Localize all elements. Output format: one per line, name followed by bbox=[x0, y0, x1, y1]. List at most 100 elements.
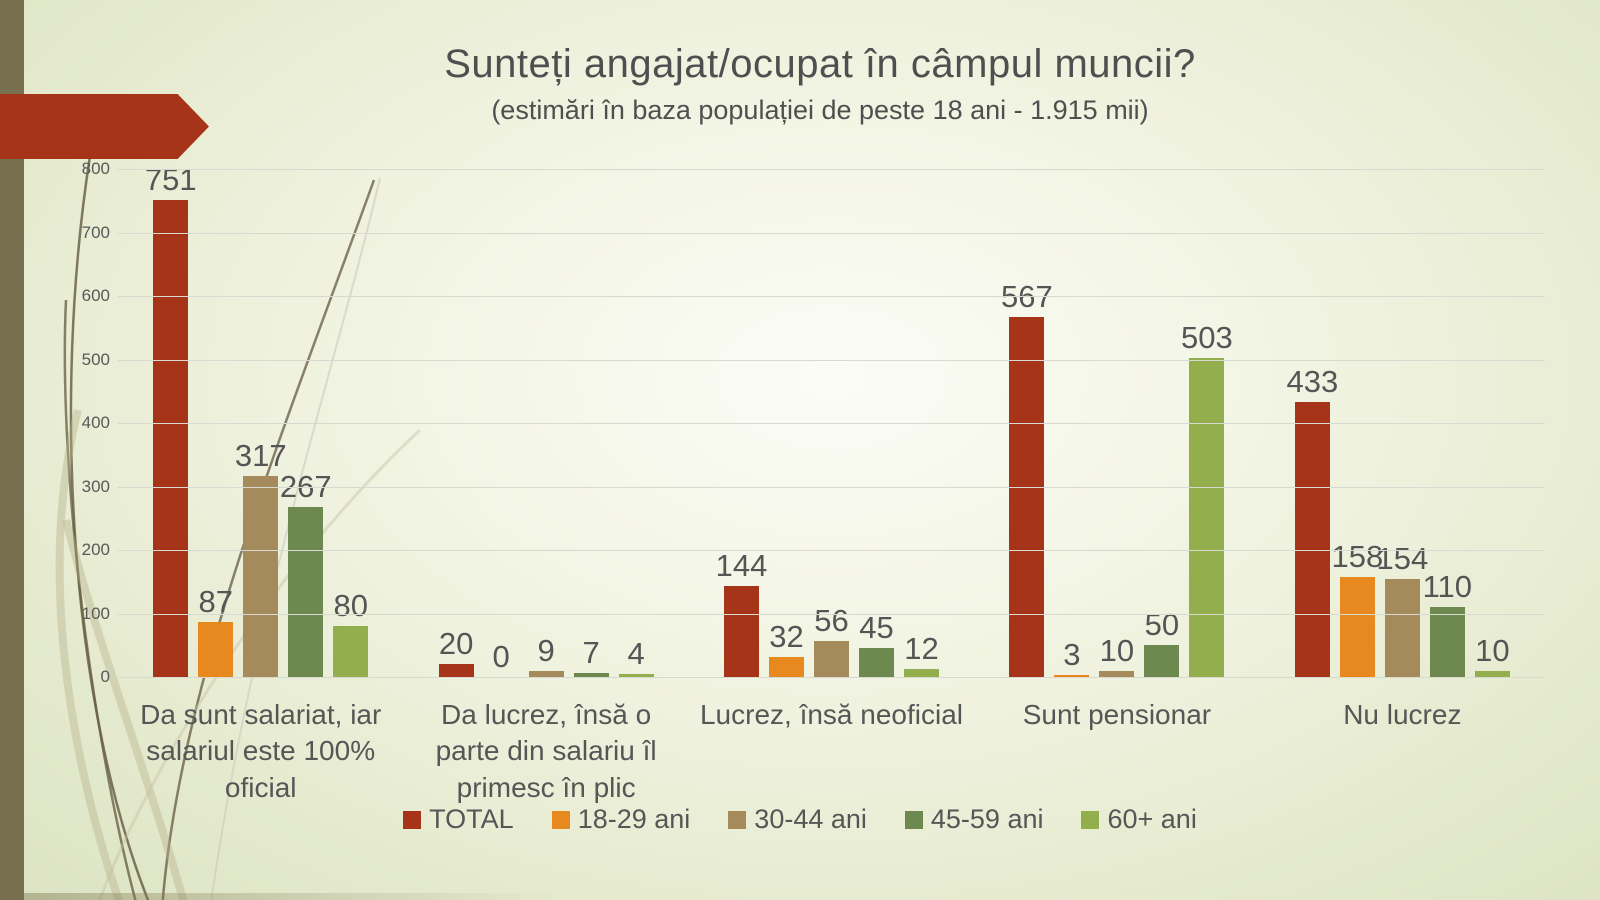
bar-value-label: 3 bbox=[1063, 637, 1081, 672]
bar-value-label: 317 bbox=[234, 438, 287, 473]
bar-slot: 751 bbox=[145, 164, 197, 677]
bar-value-label: 20 bbox=[438, 626, 474, 661]
y-axis-tick-label: 600 bbox=[81, 286, 110, 305]
bar-value-label: 9 bbox=[537, 633, 555, 668]
bar-value-label: 87 bbox=[198, 584, 233, 619]
bar-group: 20 0 9 7 4 bbox=[403, 169, 688, 677]
legend-label: 18-29 ani bbox=[577, 804, 691, 834]
bar-slot: 567 bbox=[1001, 281, 1053, 677]
bar-TOTAL bbox=[1294, 402, 1330, 677]
bar-slot: 56 bbox=[814, 605, 850, 677]
bar-30-44 ani bbox=[243, 476, 279, 677]
bar-value-label: 80 bbox=[333, 588, 368, 623]
gridline bbox=[118, 486, 1545, 488]
y-axis-tick-label: 700 bbox=[81, 222, 110, 242]
y-axis-tick-label: 800 bbox=[81, 159, 110, 178]
bar-30-44 ani bbox=[1384, 579, 1420, 677]
bar-slot: 80 bbox=[333, 590, 369, 677]
bar-slot: 20 bbox=[438, 628, 474, 677]
bar-45-59 ani bbox=[859, 648, 895, 677]
bar-TOTAL bbox=[724, 586, 760, 677]
gridline bbox=[118, 296, 1545, 297]
bar-slot: 87 bbox=[198, 586, 234, 677]
y-axis-tick-label: 400 bbox=[81, 413, 110, 432]
bar-45-59 ani bbox=[1429, 607, 1465, 677]
bar-group: 567 3 10 50 503 bbox=[974, 169, 1259, 677]
y-axis-tick-label: 200 bbox=[81, 540, 110, 559]
category-label: Nu lucrez bbox=[1343, 699, 1462, 730]
y-axis-tick-label: 100 bbox=[81, 603, 110, 623]
bar-60+ ani bbox=[618, 674, 654, 677]
bar-30-44 ani bbox=[1099, 671, 1135, 677]
legend-label: TOTAL bbox=[429, 804, 514, 834]
gridline bbox=[118, 359, 1545, 361]
gridline bbox=[118, 613, 1545, 615]
bar-slot: 267 bbox=[280, 471, 332, 677]
legend-item: 60+ ani bbox=[1081, 804, 1197, 835]
bar-60+ ani bbox=[1474, 671, 1510, 677]
gridline bbox=[118, 169, 1545, 170]
category-label: Da lucrez, însă o parte din salariu îl p… bbox=[435, 699, 657, 803]
bar-slot: 12 bbox=[904, 633, 940, 677]
bar-60+ ani bbox=[1189, 358, 1225, 677]
bar-slot: 32 bbox=[769, 621, 805, 677]
bar-TOTAL bbox=[438, 664, 474, 677]
legend-swatch-icon bbox=[728, 810, 747, 829]
bar-value-label: 0 bbox=[492, 639, 510, 674]
legend-item: 18-29 ani bbox=[551, 804, 691, 835]
legend-item: TOTAL bbox=[403, 804, 514, 835]
chart-subtitle: (estimări în baza populației de peste 18… bbox=[491, 95, 1149, 125]
bar-value-label: 32 bbox=[769, 619, 804, 654]
bar-slot: 110 bbox=[1423, 571, 1472, 677]
category-axis: Da sunt salariat, iar salariul este 100%… bbox=[118, 697, 1545, 806]
legend-swatch-icon bbox=[403, 810, 422, 829]
bar-value-label: 4 bbox=[627, 636, 645, 671]
bar-slot: 3 bbox=[1054, 639, 1090, 677]
bar-slot: 10 bbox=[1474, 635, 1510, 677]
bar-slot: 4 bbox=[618, 638, 654, 677]
bar-30-44 ani bbox=[528, 671, 564, 677]
bar-value-label: 158 bbox=[1331, 539, 1384, 574]
legend-item: 45-59 ani bbox=[904, 804, 1044, 835]
bar-slot: 158 bbox=[1331, 541, 1383, 677]
bar-60+ ani bbox=[904, 669, 940, 677]
bar-value-label: 56 bbox=[814, 603, 849, 638]
bar-slot: 7 bbox=[573, 637, 609, 677]
legend-swatch-icon bbox=[1081, 810, 1100, 829]
legend-label: 45-59 ani bbox=[930, 804, 1044, 834]
bar-value-label: 433 bbox=[1286, 364, 1339, 399]
bar-value-label: 10 bbox=[1099, 633, 1135, 668]
bar-60+ ani bbox=[333, 626, 369, 677]
bar-value-label: 154 bbox=[1376, 541, 1429, 576]
bar-18-29 ani bbox=[769, 657, 805, 677]
bar-45-59 ani bbox=[288, 507, 324, 677]
legend-label: 30-44 ani bbox=[754, 804, 867, 834]
bar-slot: 154 bbox=[1376, 543, 1428, 677]
bar-45-59 ani bbox=[573, 673, 609, 677]
category-label: Sunt pensionar bbox=[1022, 699, 1212, 730]
bar-value-label: 7 bbox=[582, 635, 600, 670]
gridline bbox=[118, 550, 1545, 551]
title-block: Sunteți angajat/ocupat în câmpul muncii?… bbox=[120, 42, 1520, 126]
plot-area: 751 87 317 267 80 20 0 9 7 4 144 32 56 45 12 567 3 10 50 50… bbox=[82, 159, 1545, 686]
legend-item: 30-44 ani bbox=[728, 804, 867, 835]
bar-group: 144 32 56 45 12 bbox=[689, 169, 974, 677]
bar-30-44 ani bbox=[814, 641, 850, 677]
bar-45-59 ani bbox=[1144, 645, 1180, 677]
bar-slot: 50 bbox=[1144, 609, 1180, 677]
bar-18-29 ani bbox=[198, 622, 234, 677]
bar-slot: 9 bbox=[528, 635, 564, 677]
bar-value-label: 144 bbox=[715, 548, 768, 583]
bar-value-label: 110 bbox=[1422, 569, 1473, 604]
gridline bbox=[118, 423, 1545, 424]
bar-group: 433 158 154 110 10 bbox=[1260, 169, 1545, 677]
legend: TOTAL 18-29 ani 30-44 ani 45-59 ani 60+ ani bbox=[0, 804, 1600, 835]
y-axis-tick-label: 0 bbox=[100, 667, 110, 686]
category-label: Lucrez, însă neoficial bbox=[699, 699, 964, 730]
red-arrow-decoration bbox=[0, 94, 209, 159]
legend-label: 60+ ani bbox=[1107, 804, 1197, 834]
bar-18-29 ani bbox=[1339, 577, 1375, 677]
bar-TOTAL bbox=[1009, 317, 1045, 677]
category-label: Da sunt salariat, iar salariul este 100%… bbox=[140, 699, 382, 803]
